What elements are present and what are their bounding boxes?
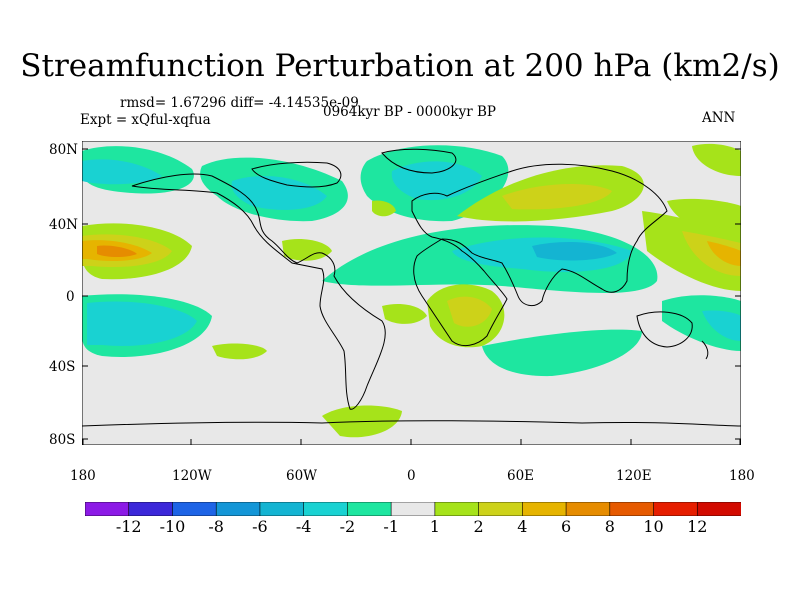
lon-tick-120w: 120W <box>172 468 212 484</box>
colorbar-label: -2 <box>339 517 356 536</box>
colorbar-swatch <box>390 502 436 516</box>
colorbar-label: 1 <box>429 517 440 536</box>
colorbar-swatch <box>565 502 611 516</box>
colorbar-swatch <box>434 502 480 516</box>
colorbar-swatch <box>259 502 305 516</box>
colorbar-swatch <box>609 502 655 516</box>
lon-tick-0: 0 <box>407 468 416 484</box>
colorbar-swatch <box>522 502 567 516</box>
season-text: ANN <box>702 110 736 126</box>
lon-tick-180e: 180 <box>729 468 755 484</box>
streamfunction-map <box>82 141 741 445</box>
colorbar-label: -10 <box>159 517 186 536</box>
lat-tick-80n: 80N <box>49 142 78 158</box>
colorbar-swatch <box>653 502 699 516</box>
colorbar-label: -1 <box>383 517 399 536</box>
colorbar-label: 6 <box>560 517 572 536</box>
colorbar-swatch <box>128 502 174 516</box>
lon-tick-120e: 120E <box>616 468 652 484</box>
colorbar-swatch <box>303 502 349 516</box>
colorbar-swatch <box>172 502 218 516</box>
colorbar-swatch <box>696 502 741 516</box>
lat-tick-40s: 40S <box>49 359 76 375</box>
colorbar-label: -4 <box>295 517 312 536</box>
colorbar-swatch <box>85 502 130 516</box>
colorbar <box>85 502 741 516</box>
colorbar-label: -12 <box>115 517 142 536</box>
contour-fills <box>82 143 741 445</box>
colorbar-swatch <box>215 502 261 516</box>
lat-tick-80s: 80S <box>49 432 76 448</box>
lon-tick-180w: 180 <box>70 468 96 484</box>
period-text: 0964kyr BP - 0000kyr BP <box>323 104 496 120</box>
lat-tick-40n: 40N <box>49 217 78 233</box>
stats-text: rmsd= 1.67296 diff= -4.14535e-09 <box>120 95 359 111</box>
colorbar-label: -6 <box>252 517 268 536</box>
colorbar-label: -8 <box>208 517 224 536</box>
lat-tick-0: 0 <box>66 289 75 305</box>
colorbar-label: 2 <box>473 517 484 536</box>
colorbar-label: 8 <box>604 517 615 536</box>
colorbar-swatch <box>478 502 524 516</box>
tick-marks <box>82 148 741 445</box>
experiment-text: Expt = xQful-xqfua <box>80 112 211 128</box>
chart-title: Streamfunction Perturbation at 200 hPa (… <box>20 48 780 84</box>
coastlines <box>82 148 741 427</box>
colorbar-label: 12 <box>687 517 708 536</box>
colorbar-label: 10 <box>643 517 664 536</box>
colorbar-swatch <box>347 502 392 516</box>
lon-tick-60e: 60E <box>507 468 535 484</box>
colorbar-label: 4 <box>517 517 528 536</box>
lon-tick-60w: 60W <box>286 468 318 484</box>
